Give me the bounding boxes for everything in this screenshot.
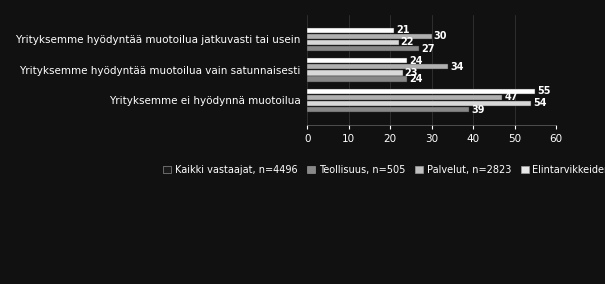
Text: 30: 30 (434, 31, 447, 41)
Text: 23: 23 (405, 68, 418, 78)
Legend: Kaikki vastaajat, n=4496, Teollisuus, n=505, Palvelut, n=2823, Elintarvikkeiden : Kaikki vastaajat, n=4496, Teollisuus, n=… (163, 165, 605, 175)
Text: 39: 39 (471, 105, 485, 114)
Bar (307, 34, 432, 39)
Bar (307, 64, 448, 69)
Bar (307, 89, 535, 94)
Text: 54: 54 (533, 99, 547, 108)
Bar (307, 40, 399, 45)
Bar (307, 70, 403, 76)
Bar (307, 46, 419, 51)
Text: 27: 27 (421, 43, 435, 54)
Text: 22: 22 (401, 37, 414, 47)
Bar (307, 76, 407, 82)
Bar (307, 28, 394, 33)
Bar (307, 95, 502, 100)
Text: 24: 24 (409, 56, 422, 66)
Text: 55: 55 (537, 86, 551, 96)
Text: 21: 21 (396, 25, 410, 35)
Bar (307, 101, 531, 106)
Text: 47: 47 (504, 92, 518, 102)
Text: 34: 34 (450, 62, 464, 72)
Text: 24: 24 (409, 74, 422, 84)
Bar (307, 58, 407, 63)
Bar (307, 107, 469, 112)
